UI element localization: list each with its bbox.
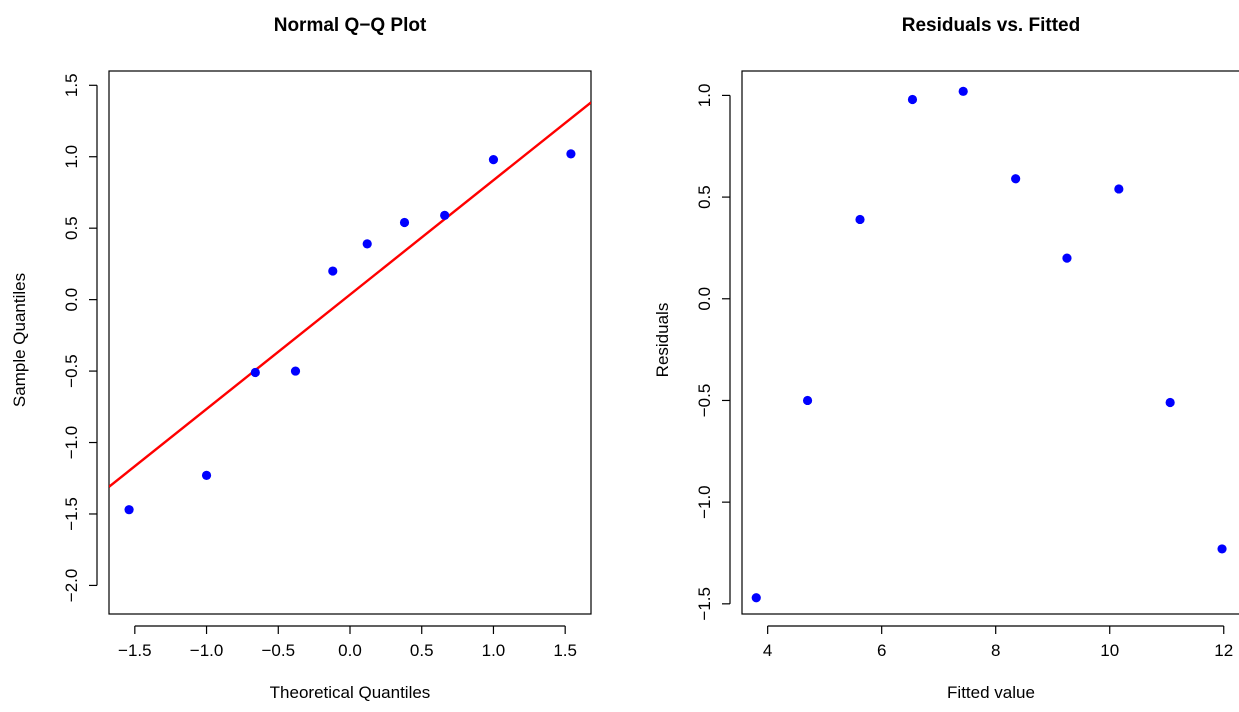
qq-plot-point — [250, 367, 260, 378]
qq-plot-x-tick-label: 1.0 — [482, 641, 506, 660]
qq-plot-x-tick-label: 0.5 — [410, 641, 434, 660]
residuals-x-tick-label: 10 — [1100, 641, 1119, 660]
qq-plot-x-tick-label: −1.0 — [190, 641, 224, 660]
qq-plot-x-tick-label: −1.5 — [118, 641, 152, 660]
residuals-point — [1165, 397, 1175, 408]
residuals-x-tick-label: 4 — [763, 641, 772, 660]
qq-plot-point — [201, 470, 212, 480]
qq-plot-y-tick-label: −0.5 — [62, 354, 81, 388]
qq-plot-y-tick-label: −1.5 — [62, 497, 81, 531]
residuals-y-tick-label: −1.5 — [695, 587, 714, 621]
qq-plot-frame — [108, 70, 592, 615]
residuals-point — [958, 86, 968, 96]
residuals-x-tick-label: 8 — [991, 641, 1000, 660]
residuals-point — [802, 395, 813, 406]
residuals-point — [855, 214, 865, 225]
qq-plot-reference-line — [109, 101, 591, 488]
residuals-point — [1114, 184, 1124, 194]
qq-plot-panel: Normal Q−Q Plot Theoretical Quantiles Sa… — [10, 15, 592, 702]
qq-plot-y-tick-label: 0.5 — [62, 216, 81, 240]
residuals-y-tick-label: 0.0 — [695, 287, 714, 311]
residuals-point — [751, 593, 761, 603]
qq-plot-y-tick-label: −1.0 — [62, 426, 81, 460]
residuals-ylabel: Residuals — [653, 303, 672, 378]
qq-plot-ylabel: Sample Quantiles — [10, 273, 29, 407]
residuals-point — [907, 94, 918, 105]
qq-plot-xlabel: Theoretical Quantiles — [270, 683, 431, 702]
residuals-y-tick-label: 1.0 — [695, 84, 714, 108]
qq-plot-x-tick-label: 1.5 — [553, 641, 577, 660]
qq-plot-title: Normal Q−Q Plot — [274, 15, 427, 36]
residuals-y-tick-label: 0.5 — [695, 185, 714, 209]
residuals-y-tick-label: −1.0 — [695, 485, 714, 519]
qq-plot-y-tick-label: 0.0 — [62, 288, 81, 312]
qq-plot-point — [440, 210, 450, 220]
residuals-title: Residuals vs. Fitted — [902, 15, 1080, 36]
qq-plot-point — [290, 366, 301, 376]
residuals-panel: Residuals vs. Fitted Fitted value Residu… — [653, 15, 1239, 702]
residuals-y-tick-label: −0.5 — [695, 384, 714, 418]
qq-plot-point — [328, 266, 338, 276]
qq-plot-point — [566, 149, 576, 159]
qq-plot-point — [124, 505, 134, 515]
qq-plot-point — [488, 154, 499, 165]
qq-plot-y-tick-label: −2.0 — [62, 569, 81, 603]
qq-plot-y-tick-label: 1.5 — [62, 73, 81, 97]
qq-plot-point — [399, 217, 410, 228]
residuals-frame — [741, 70, 1239, 615]
qq-plot-x-tick-label: 0.0 — [338, 641, 362, 660]
residuals-x-tick-label: 12 — [1214, 641, 1233, 660]
qq-plot-x-tick-label: −0.5 — [261, 641, 295, 660]
residuals-point — [1011, 174, 1021, 184]
residuals-point — [1062, 253, 1072, 263]
qq-plot-y-tick-label: 1.0 — [62, 145, 81, 169]
residuals-xlabel: Fitted value — [947, 683, 1035, 702]
residuals-x-tick-label: 6 — [877, 641, 886, 660]
qq-plot-point — [362, 239, 372, 249]
residuals-point — [1217, 544, 1227, 554]
